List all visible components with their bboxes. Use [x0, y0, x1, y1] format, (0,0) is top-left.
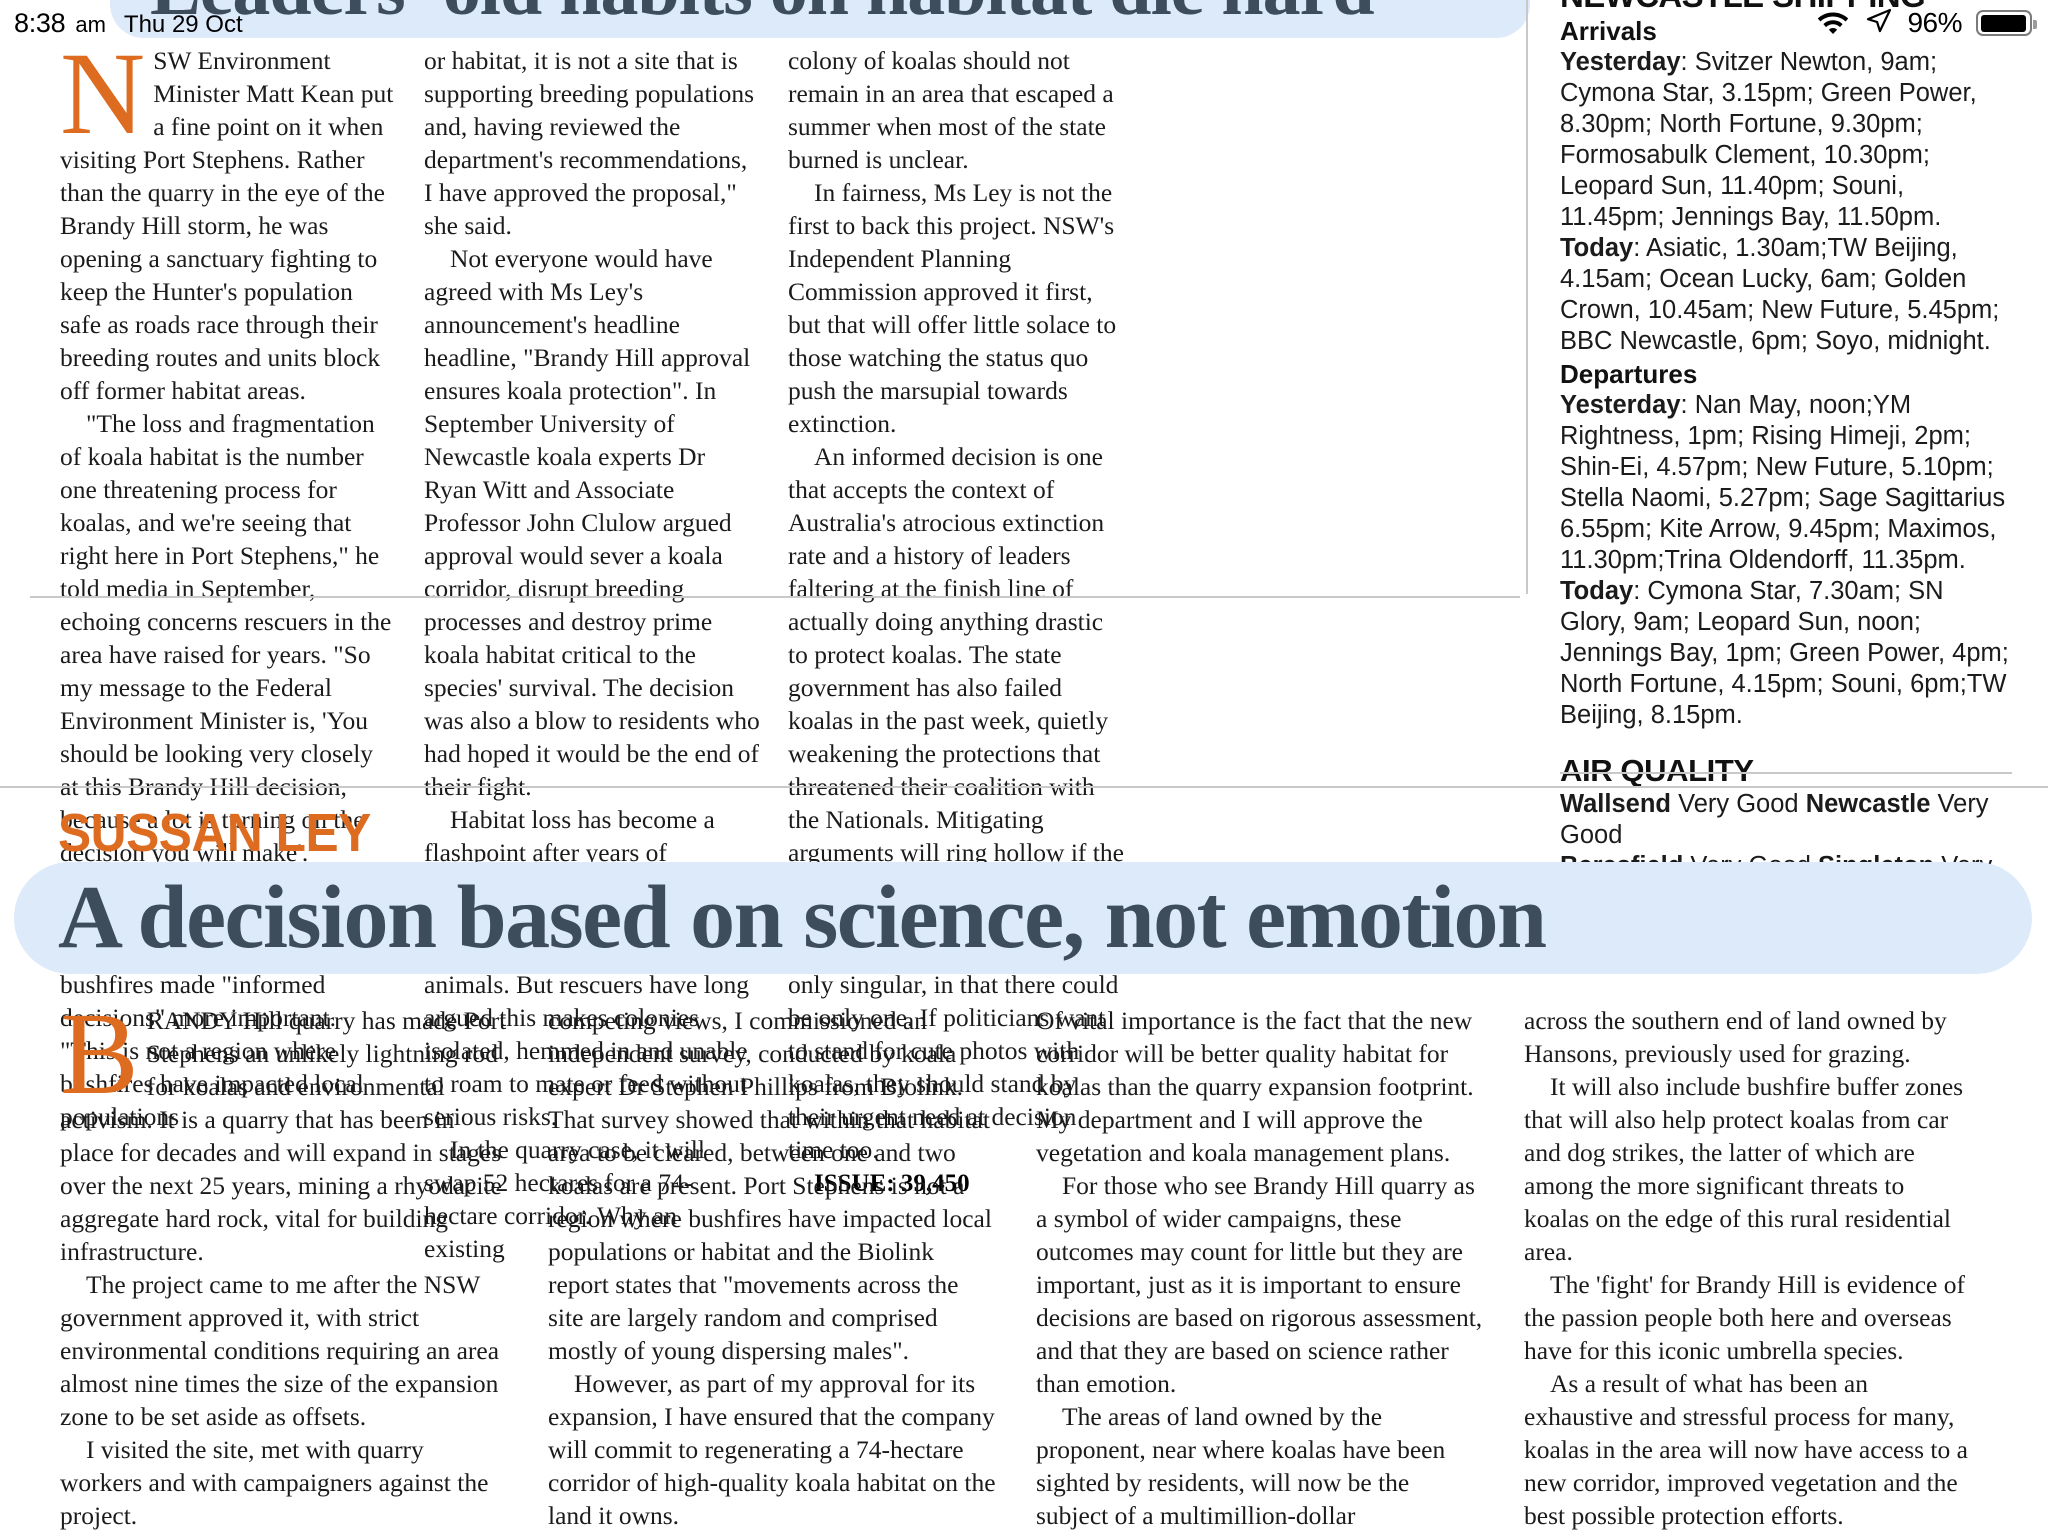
paragraph: The areas of land owned by the proponent…	[1036, 1402, 1481, 1536]
departures-heading: Departures	[1560, 359, 1698, 389]
paragraph: competing views, I commissioned an indep…	[548, 1006, 992, 1365]
shipping-sidebar: NEWCASTLE SHIPPING Arrivals Yesterday: S…	[1560, 0, 2012, 944]
vertical-divider	[1526, 0, 1528, 594]
horizontal-divider-sidebar	[1560, 772, 2012, 774]
departures-today: Today: Cymona Star, 7.30am; SN Glory, 9a…	[1560, 577, 2009, 729]
opinion-column-1: B RANDY Hill quarry has made Port Stephen…	[60, 988, 508, 1536]
dropcap-letter: N	[60, 28, 146, 159]
opinion-headline: A decision based on science, not emotion	[58, 868, 1547, 967]
paragraph: However, as part of my approval for its …	[548, 1369, 996, 1530]
air-quality-rating: Very Good	[1678, 790, 1799, 818]
departures-yesterday-list: Nan May, noon;YM Rightness, 1pm; Rising …	[1560, 391, 2006, 574]
departures-yesterday-label: Yesterday	[1560, 391, 1681, 419]
paragraph: "The loss and fragmentation of koala hab…	[60, 409, 392, 867]
air-quality-row: Wallsend Very Good Newcastle Very Good	[1560, 789, 2012, 851]
paragraph: N SW Environment Minister Matt Kean put a…	[60, 28, 394, 406]
opinion-column-2: competing views, I commissioned an indep…	[548, 1004, 996, 1536]
horizontal-divider-bottom	[0, 786, 2048, 788]
paragraph: colony of koalas should not remain in an…	[788, 46, 1114, 174]
paragraph: I visited the site, met with quarry work…	[60, 1435, 489, 1530]
arrivals-today-list: Asiatic, 1.30am;TW Beijing, 4.15am; Ocea…	[1560, 234, 2000, 355]
arrivals-yesterday-label: Yesterday	[1560, 48, 1681, 76]
air-quality-rating: Very Good	[1560, 790, 1989, 849]
arrivals-yesterday-list: Svitzer Newton, 9am; Cymona Star, 3.15pm…	[1560, 48, 1977, 231]
opinion-column-3: Of vital importance is the fact that the…	[1036, 1004, 1484, 1536]
opinion-kicker: SUSSAN LEY	[58, 803, 371, 863]
opinion-headline-background	[14, 862, 2032, 974]
paragraph: or habitat, it is not a site that is sup…	[424, 46, 755, 240]
paragraph: Following that visit and hearing so many	[60, 1532, 508, 1536]
dropcap-letter: B	[60, 988, 139, 1119]
shipping-title: NEWCASTLE SHIPPING	[1560, 0, 2012, 14]
issue-number: ISSUE: 39,450	[814, 1170, 970, 1197]
paragraph: It will also include bushfire buffer zon…	[1524, 1072, 1964, 1266]
paragraph: In the quarry case, it will swap 52 hect…	[424, 1135, 705, 1263]
paragraph: across the southern end of land owned by…	[1524, 1006, 1947, 1068]
paragraph: An informed decision is one that accepts…	[788, 442, 1124, 933]
paragraph: The 'fight' for Brandy Hill is evidence …	[1524, 1270, 1965, 1365]
departures-today-list: Cymona Star, 7.30am; SN Glory, 9am; Leop…	[1560, 577, 2009, 729]
opinion-column-4: across the southern end of land owned by…	[1524, 1004, 1972, 1536]
paragraph: As a result of what has been an exhausti…	[1524, 1369, 1968, 1530]
top-article: N SW Environment Minister Matt Kean put a…	[60, 28, 1150, 1264]
arrivals-yesterday: Yesterday: Svitzer Newton, 9am; Cymona S…	[1560, 48, 1977, 231]
opinion-article: B RANDY Hill quarry has made Port Stephen…	[60, 988, 2020, 1536]
status-time: 8:38	[14, 7, 66, 38]
paragraph: B RANDY Hill quarry has made Port Stephen…	[60, 988, 507, 1267]
top-headline: Leaders' old habits on habitat die hard	[150, 0, 1510, 30]
air-quality-station: Wallsend	[1560, 790, 1671, 818]
arrivals-today: Today: Asiatic, 1.30am;TW Beijing, 4.15a…	[1560, 234, 2000, 355]
air-quality-title: AIR QUALITY	[1560, 753, 1754, 788]
paragraph: Not everyone would have agreed with Ms L…	[424, 244, 760, 801]
top-headline-background	[110, 0, 1530, 38]
departures-today-label: Today	[1560, 577, 1634, 605]
horizontal-divider-main	[30, 596, 1520, 598]
opinion-article-columns: B RANDY Hill quarry has made Port Stephen…	[60, 988, 2020, 1536]
departures-yesterday: Yesterday: Nan May, noon;YM Rightness, 1…	[1560, 391, 2006, 574]
paragraph: The project came to me after the NSW gov…	[60, 1270, 500, 1431]
air-quality-station: Newcastle	[1805, 790, 1931, 818]
paragraph: For those who see Brandy Hill quarry as …	[1036, 1171, 1483, 1398]
arrivals-heading: Arrivals	[1560, 16, 1657, 46]
paragraph: Of vital importance is the fact that the…	[1036, 1006, 1474, 1167]
paragraph: In fairness, Ms Ley is not the first to …	[788, 178, 1117, 438]
arrivals-today-label: Today	[1560, 234, 1634, 262]
